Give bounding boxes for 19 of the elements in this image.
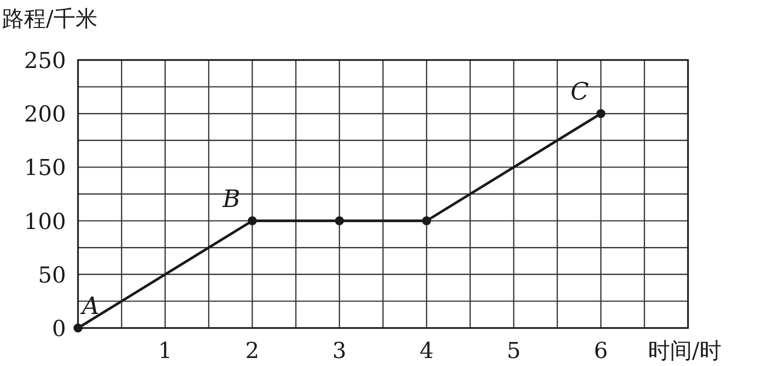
x-axis-title: 时间/时	[648, 339, 722, 364]
point	[334, 216, 344, 226]
y-tick-label: 200	[24, 102, 66, 128]
point	[74, 324, 82, 332]
point	[248, 216, 257, 226]
y-tick-label: 250	[24, 49, 66, 74]
x-tick-label: 6	[594, 339, 608, 364]
y-tick-label: 0	[52, 317, 66, 342]
x-tick-label: 1	[158, 339, 172, 364]
y-axis-title: 路程/千米	[2, 7, 98, 32]
x-tick-label: 4	[420, 339, 434, 364]
y-tick-label: 150	[24, 156, 66, 182]
y-tick-label: 100	[24, 210, 66, 235]
point	[422, 216, 432, 226]
x-tick-label: 2	[245, 339, 260, 364]
x-tick-label: 3	[332, 339, 346, 364]
y-tick-label: 50	[38, 263, 66, 288]
point	[596, 109, 606, 118]
x-tick-label: 5	[506, 339, 521, 364]
